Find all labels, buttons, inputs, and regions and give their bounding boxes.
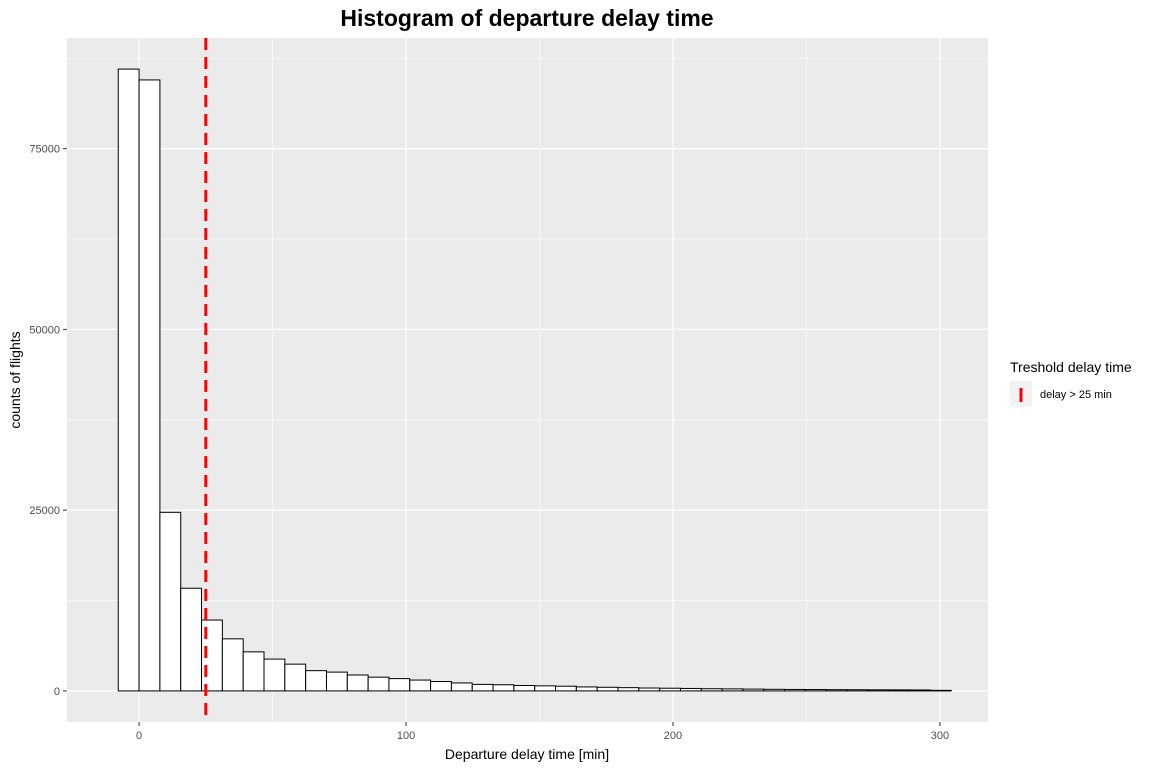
histogram-bar-29 (721, 688, 744, 692)
legend: Treshold delay time delay > 25 min (1010, 359, 1132, 407)
x-tick-label: 0 (136, 730, 142, 742)
y-tick-label: 50000 (29, 324, 60, 336)
y-axis-title: counts of flights (7, 331, 23, 428)
histogram-bar-2 (159, 511, 182, 692)
histogram-bar-14 (409, 679, 432, 692)
y-tick-label: 75000 (29, 144, 60, 156)
histogram-bar-7 (263, 658, 286, 692)
histogram-bar-1 (138, 79, 161, 692)
histogram-bar-31 (763, 688, 786, 692)
x-axis-ticks: 0 100 200 300 (136, 722, 949, 742)
histogram-bar-11 (346, 674, 369, 692)
y-axis-ticks: 0 25000 50000 75000 (29, 144, 67, 698)
histogram-bar-27 (679, 687, 702, 692)
x-axis-title: Departure delay time [min] (445, 746, 609, 762)
histogram-bar-6 (242, 651, 265, 692)
histogram-bar-25 (638, 687, 661, 692)
chart-title: Histogram of departure delay time (340, 5, 713, 31)
histogram-bar-34 (825, 689, 848, 692)
histogram-bar-22 (575, 686, 598, 692)
histogram-bar-13 (388, 678, 411, 692)
y-tick-label: 25000 (29, 505, 60, 517)
histogram-bar-10 (325, 671, 348, 692)
histogram-bar-18 (492, 684, 515, 692)
histogram-bar-15 (430, 681, 452, 692)
histogram-bar-0 (117, 68, 140, 692)
histogram-bar-33 (804, 689, 827, 692)
histogram-bar-3 (180, 587, 203, 692)
histogram-bar-24 (617, 687, 640, 692)
x-tick-label: 200 (664, 730, 682, 742)
x-tick-label: 100 (397, 730, 415, 742)
histogram-bar-16 (450, 682, 473, 692)
histogram-bar-20 (534, 685, 557, 692)
minor-gridlines (67, 38, 988, 722)
histogram-bar-37 (888, 689, 911, 692)
histogram-bar-36 (867, 689, 890, 692)
histogram-bar-23 (596, 686, 619, 692)
histogram-bar-17 (471, 683, 494, 692)
histogram-bar-9 (305, 670, 327, 692)
legend-title: Treshold delay time (1010, 359, 1132, 375)
x-tick-label: 300 (931, 730, 949, 742)
histogram-bar-8 (284, 663, 307, 692)
histogram-bar-12 (367, 676, 390, 692)
histogram-bar-32 (784, 688, 806, 692)
histogram-bar-30 (742, 688, 765, 692)
histogram-bar-35 (846, 689, 869, 692)
plot-panel (67, 38, 988, 722)
histogram-bar-19 (513, 684, 536, 692)
histogram-bar-26 (659, 687, 681, 692)
histogram-bar-28 (700, 688, 723, 692)
histogram-bar-5 (221, 638, 244, 692)
histogram-bar-21 (555, 685, 577, 692)
histogram-bar-38 (909, 689, 931, 692)
legend-entry-label: delay > 25 min (1040, 389, 1112, 401)
histogram-bar-39 (929, 689, 952, 692)
y-tick-label: 0 (54, 686, 60, 698)
